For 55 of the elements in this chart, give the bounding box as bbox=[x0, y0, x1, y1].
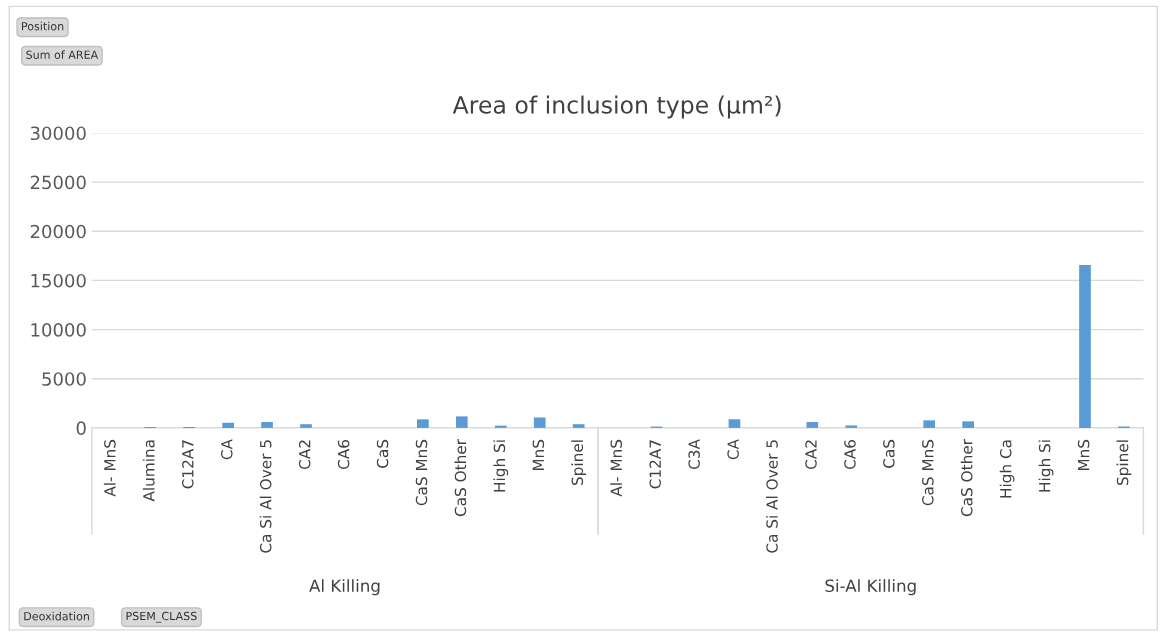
x-tick-label: Alumina bbox=[142, 440, 155, 502]
x-tick-label: CaS bbox=[883, 439, 895, 468]
bar bbox=[261, 422, 273, 428]
bar bbox=[806, 422, 819, 428]
x-tick-label: High Ca bbox=[999, 440, 1015, 498]
y-tick-label: 10000 bbox=[31, 323, 86, 337]
x-tick-label: High Si bbox=[493, 440, 509, 492]
y-tick-label: 15000 bbox=[31, 273, 86, 288]
bar bbox=[572, 424, 585, 428]
x-tick-label: CA2 bbox=[805, 440, 817, 469]
x-tick-label: CaS bbox=[376, 439, 389, 468]
chart-title: Area of inclusion type (µm²) bbox=[452, 95, 781, 119]
y-tick-label: 30000 bbox=[30, 126, 86, 141]
text: Position bbox=[22, 21, 64, 31]
x-tick-label: CA bbox=[727, 439, 739, 460]
x-tick-label: CaS Other bbox=[454, 439, 467, 517]
y-tick-label: 0 bbox=[76, 421, 86, 436]
x-tick-label: CA bbox=[220, 439, 233, 460]
x-tick-label: CA6 bbox=[844, 439, 856, 469]
x-tick-label: Al- MnS bbox=[103, 439, 116, 497]
y-tick-label: 25000 bbox=[30, 175, 86, 190]
bar bbox=[728, 419, 741, 428]
x-tick-label: CaS MnS bbox=[415, 439, 428, 506]
bar bbox=[300, 424, 312, 428]
x-tick-label: CaS Other bbox=[960, 439, 973, 517]
y-tick-label: 20000 bbox=[30, 224, 86, 239]
text: Si-Al Killing bbox=[825, 579, 916, 596]
text: PSEM_CLASS bbox=[126, 611, 197, 623]
x-tick-label: Spinel bbox=[1116, 440, 1132, 485]
bar bbox=[962, 421, 974, 428]
x-tick-label: C3A bbox=[688, 439, 700, 469]
bar bbox=[1079, 264, 1091, 428]
x-tick-label: Al- MnS bbox=[610, 439, 623, 497]
x-tick-label: CA6 bbox=[337, 439, 350, 469]
text: Deoxidation bbox=[24, 611, 89, 621]
bar bbox=[494, 425, 507, 428]
bar bbox=[533, 417, 546, 428]
bar bbox=[222, 422, 234, 428]
bar bbox=[455, 416, 468, 428]
bar bbox=[845, 425, 858, 428]
x-tick-label: Ca Si Al Over 5 bbox=[766, 440, 778, 553]
x-tick-label: High Si bbox=[1038, 440, 1054, 492]
x-tick-label: C12A7 bbox=[649, 440, 661, 489]
y-tick-label: 5000 bbox=[42, 372, 86, 386]
x-tick-label: CA2 bbox=[298, 440, 311, 469]
x-tick-label: MnS bbox=[1077, 439, 1090, 471]
x-tick-label: Ca Si Al Over 5 bbox=[259, 440, 272, 553]
bar bbox=[417, 419, 429, 428]
x-tick-label: CaS MnS bbox=[922, 439, 934, 506]
bar bbox=[923, 420, 936, 428]
x-tick-label: MnS bbox=[532, 439, 545, 471]
text: Sum of AREA bbox=[26, 50, 99, 59]
x-tick-label: C12A7 bbox=[182, 440, 194, 489]
text: Al Killing bbox=[309, 579, 380, 596]
x-tick-label: Spinel bbox=[571, 440, 587, 485]
